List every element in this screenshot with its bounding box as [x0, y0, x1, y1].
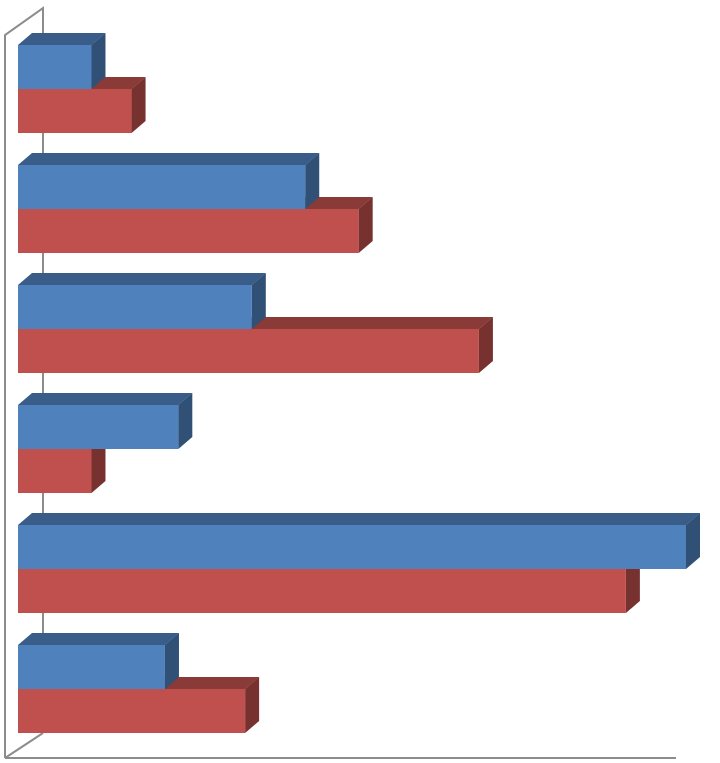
bar-top: [18, 633, 179, 645]
bar-side: [164, 633, 179, 689]
bar-side: [131, 77, 146, 133]
bar-side: [305, 153, 320, 209]
bar: [18, 273, 266, 329]
bar-side: [358, 197, 373, 253]
bar-side: [251, 273, 266, 329]
bar-front: [18, 209, 359, 253]
wall: [4, 732, 44, 759]
bar-front: [18, 89, 132, 133]
bar-front: [18, 645, 165, 689]
bar-top: [18, 513, 700, 525]
bar-side: [91, 437, 106, 493]
bar-top: [18, 273, 266, 285]
bar-side: [245, 677, 260, 733]
bar-side: [478, 317, 493, 373]
bar: [18, 33, 106, 89]
bar: [18, 437, 106, 493]
bar-front: [18, 689, 246, 733]
bar-side: [625, 557, 640, 613]
bar: [18, 633, 179, 689]
bar-side: [91, 33, 106, 89]
bar: [18, 393, 193, 449]
bar: [18, 153, 320, 209]
bar: [18, 677, 260, 733]
bar-side: [686, 513, 700, 569]
bar-top: [18, 33, 106, 45]
bar-top: [18, 393, 193, 405]
bar-front: [18, 329, 479, 373]
bar-front: [18, 449, 92, 493]
bar: [18, 513, 700, 569]
bar-front: [18, 45, 92, 89]
bar-front: [18, 569, 626, 613]
bar-front: [18, 525, 686, 569]
bar-top: [18, 153, 320, 165]
bar-front: [18, 285, 252, 329]
bar-front: [18, 405, 179, 449]
bar-front: [18, 165, 306, 209]
bar-side: [178, 393, 193, 449]
